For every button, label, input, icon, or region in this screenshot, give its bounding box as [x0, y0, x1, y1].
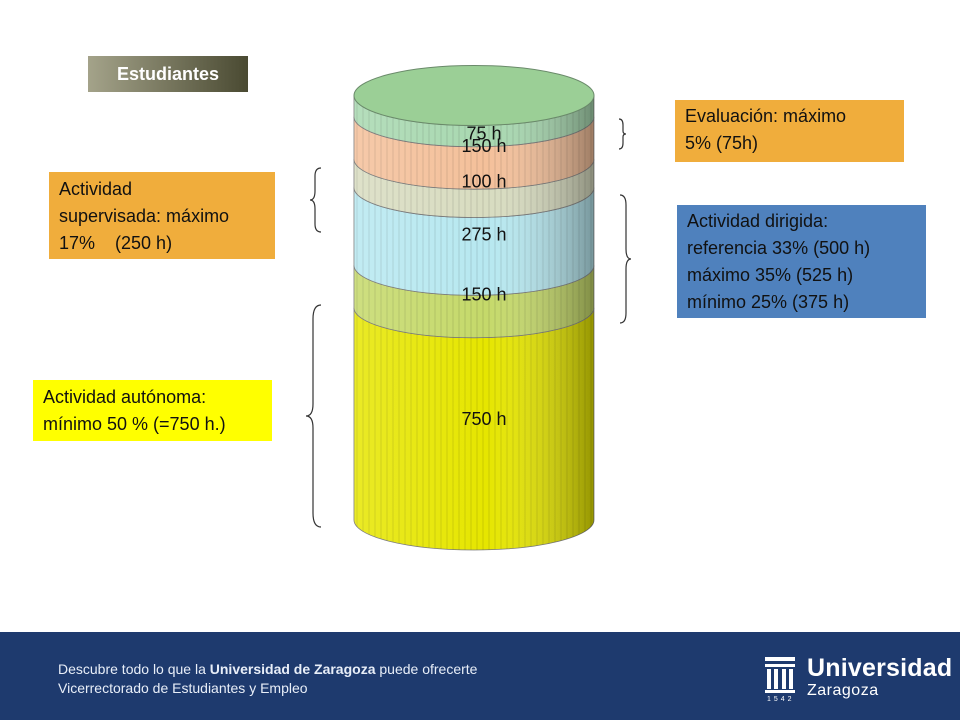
footer-bar: Descubre todo lo que la Universidad de Z… [0, 632, 960, 720]
segment-label: 150 h [461, 136, 506, 156]
logo-word-zaragoza: Zaragoza [807, 682, 879, 699]
box-actividad-dirigida: Actividad dirigida: referencia 33% (500 … [677, 205, 926, 318]
brace-evaluacion [618, 118, 627, 150]
brace-autonoma [305, 304, 322, 528]
segment-label: 100 h [461, 171, 506, 191]
text-line: mínimo 25% (375 h) [687, 292, 850, 312]
university-building-icon [765, 657, 795, 693]
brace-supervisada [309, 167, 322, 233]
box-actividad-autonoma: Actividad autónoma: mínimo 50 % (=750 h.… [33, 380, 272, 441]
logo-word-universidad: Universidad [807, 654, 953, 682]
text-line: 5% (75h) [685, 133, 759, 153]
text-line: referencia 33% (500 h) [687, 238, 871, 258]
page-title: Estudiantes [88, 56, 248, 92]
text-line: Actividad dirigida: [687, 211, 829, 231]
brace-dirigida [619, 194, 632, 324]
text-line: mínimo 50 % (=750 h.) [43, 414, 226, 434]
footer-prefix: Descubre todo lo que la [58, 661, 210, 677]
text-line: Actividad [59, 179, 133, 199]
text-line: Evaluación: máximo [685, 106, 847, 126]
text-line: máximo 35% (525 h) [687, 265, 854, 285]
segment-label: 750 h [461, 409, 506, 429]
footer-text: Descubre todo lo que la Universidad de Z… [58, 660, 477, 698]
segment-shading [354, 95, 594, 147]
segment-shading [354, 265, 594, 338]
footer-line-1: Descubre todo lo que la Universidad de Z… [58, 660, 477, 679]
box-actividad-supervisada: Actividad supervisada: máximo 17% (250 h… [49, 172, 275, 259]
footer-line-2: Vicerrectorado de Estudiantes y Empleo [58, 680, 308, 696]
segment-shading [354, 159, 594, 218]
segment-label: 275 h [461, 224, 506, 244]
logo-year: 1542 [767, 696, 795, 703]
cylinder-top [353, 65, 595, 126]
footer-university-name: Universidad de Zaragoza [209, 661, 376, 677]
box-evaluacion: Evaluación: máximo 5% (75h) [675, 100, 904, 162]
segment-label: 150 h [461, 285, 506, 305]
segment-shading [354, 116, 594, 190]
segment-shading [354, 187, 594, 296]
text-line: 17% (250 h) [59, 233, 173, 253]
university-logo: Universidad Zaragoza 1542 [763, 652, 952, 710]
segment-shading [354, 307, 594, 550]
text-line: Actividad autónoma: [43, 387, 207, 407]
footer-suffix: puede ofrecerte [375, 661, 478, 677]
segment-label: 75 h [466, 124, 501, 144]
text-line: supervisada: máximo [59, 206, 230, 226]
